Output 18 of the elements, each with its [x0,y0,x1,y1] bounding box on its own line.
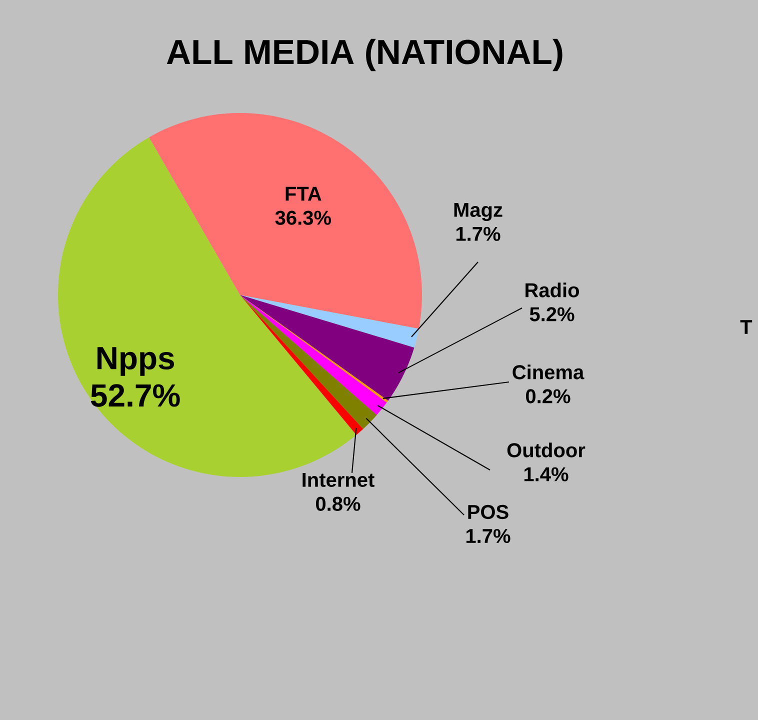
data-label: 0.8% [316,496,360,511]
slice-label: Radio [526,282,579,298]
slice-label: Outdoor [507,442,586,458]
slice-label: Internet [302,473,374,487]
text: T [740,320,752,334]
slice-label: Npps [97,347,174,376]
data-label: 0.2% [526,389,570,404]
slice-label: Cinema [512,364,584,380]
data-label: 36.3% [275,210,331,225]
slice-label: POS [468,504,508,520]
data-label: 1.7% [456,226,500,241]
data-label: 1.4% [524,467,568,482]
data-label: 52.7% [90,384,180,407]
data-label: 1.7% [466,528,510,544]
slice-label: FTA [286,186,322,201]
slice-label: Magz [454,203,502,222]
chart-title: ALL MEDIA (NATIONAL) [166,38,562,72]
data-label: 5.2% [530,307,574,322]
